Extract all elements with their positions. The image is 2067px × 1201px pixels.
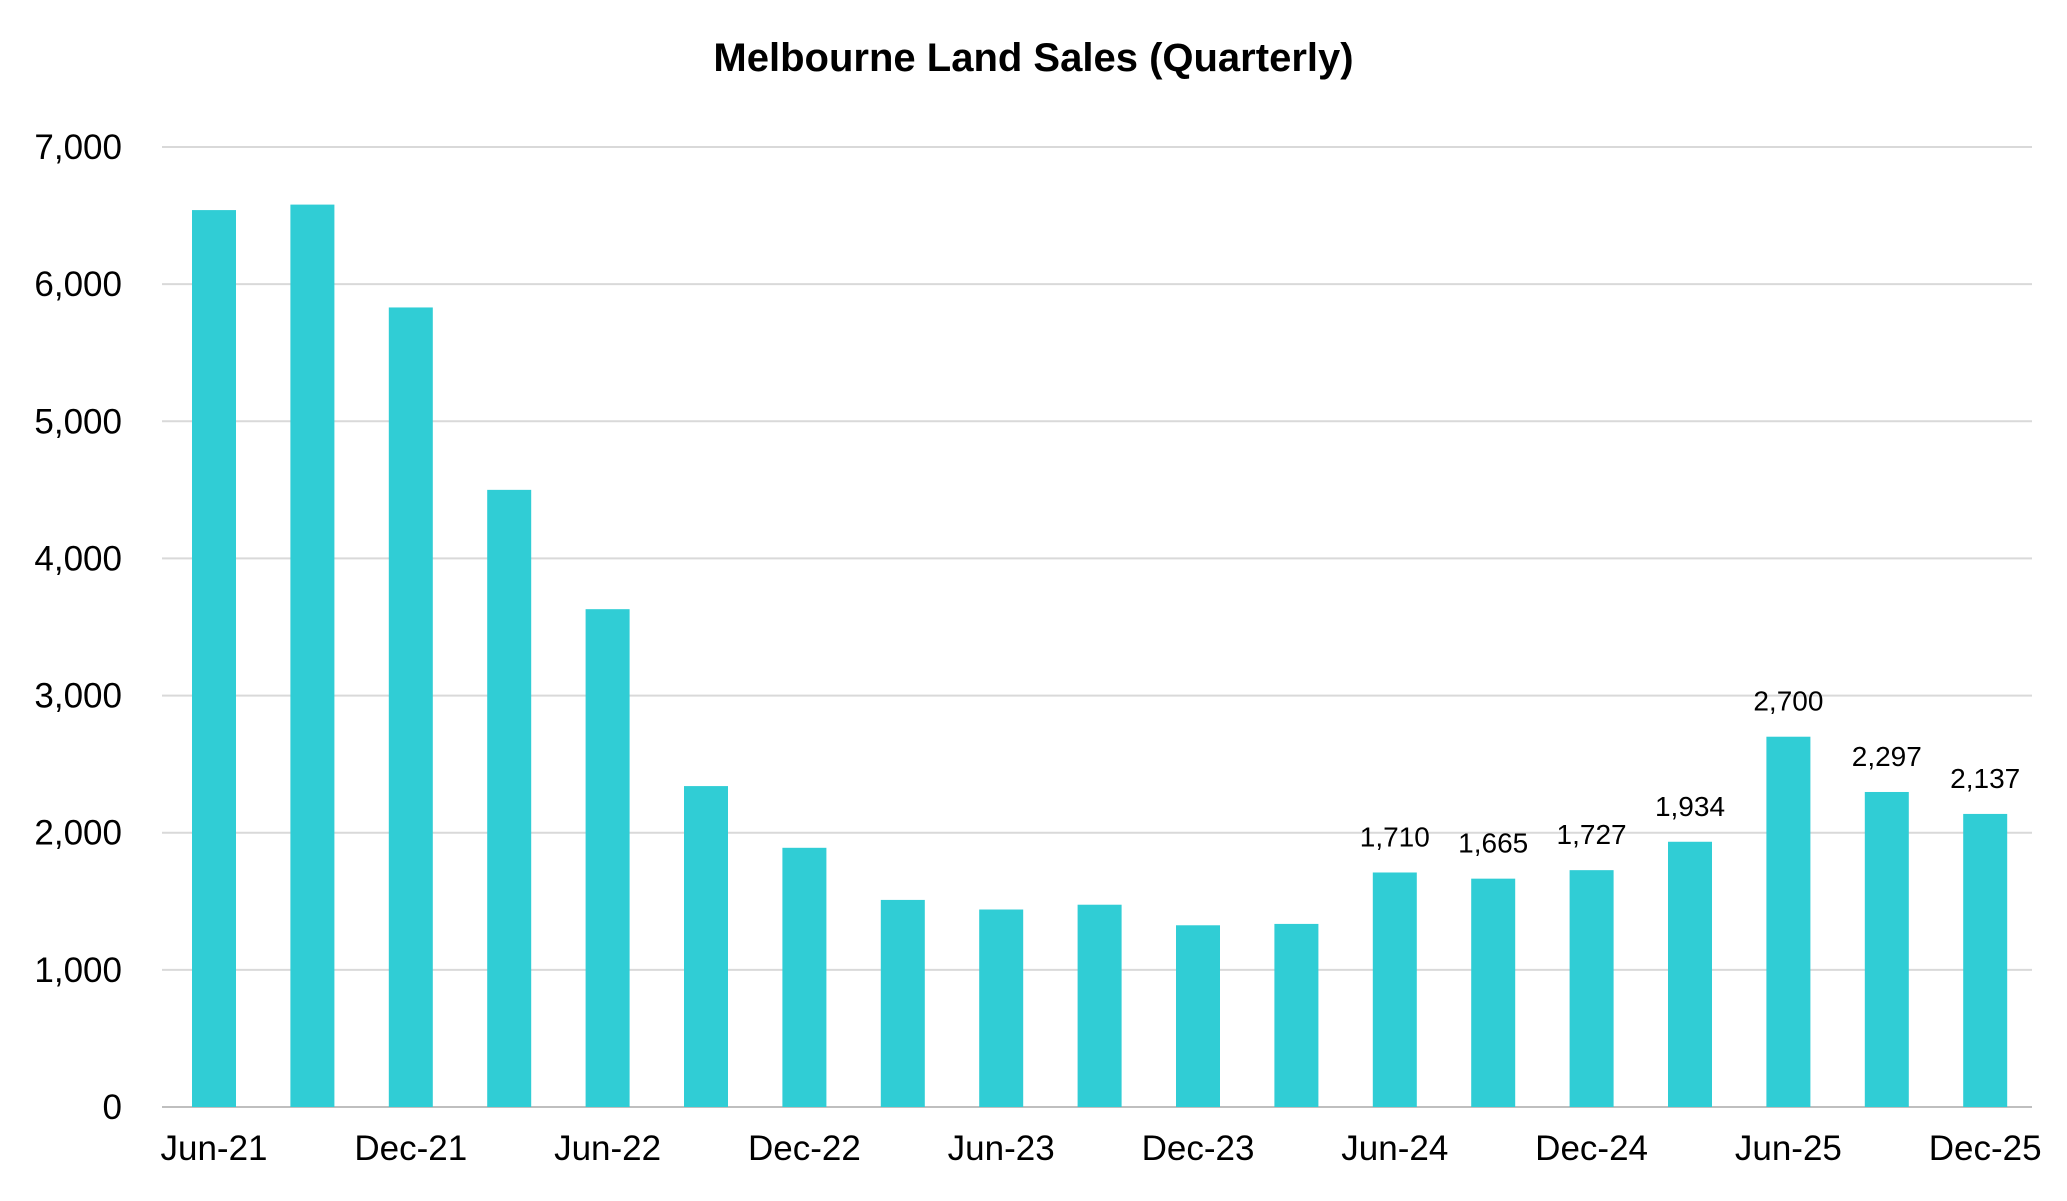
bar-dec-23 [1176, 925, 1220, 1107]
x-tick-label: Jun-24 [1341, 1129, 1448, 1168]
data-label: 1,665 [1458, 828, 1528, 859]
bars [192, 204, 2008, 1108]
bar-mar-25 [1668, 841, 1712, 1107]
y-tick-label: 1,000 [34, 951, 122, 990]
x-tick-label: Dec-24 [1535, 1129, 1648, 1168]
bar-dec-24 [1569, 870, 1614, 1107]
y-tick-label: 3,000 [34, 677, 122, 716]
y-tick-label: 0 [103, 1088, 122, 1127]
bar-dec-21 [388, 307, 433, 1107]
chart-title: Melbourne Land Sales (Quarterly) [713, 36, 1354, 80]
data-label: 1,934 [1655, 791, 1725, 822]
bar-jun-24 [1372, 872, 1417, 1107]
y-tick-label: 2,000 [34, 814, 122, 853]
x-tick-label: Jun-21 [160, 1129, 267, 1168]
x-tick-label: Jun-25 [1735, 1129, 1842, 1168]
bar-sep-21 [290, 204, 335, 1108]
bar-sep-25 [1864, 791, 1909, 1107]
data-label: 1,710 [1360, 821, 1430, 852]
y-tick-label: 6,000 [34, 265, 122, 304]
bar-dec-22 [782, 847, 827, 1107]
data-label: 2,700 [1753, 686, 1823, 717]
bar-jun-22 [585, 609, 630, 1107]
bar-jun-23 [979, 909, 1024, 1107]
x-tick-label: Jun-22 [554, 1129, 661, 1168]
y-tick-label: 4,000 [34, 539, 122, 578]
bar-jun-21 [192, 210, 236, 1108]
data-labels: 1,710 1,665 1,727 1,934 2,700 2,297 2,137 [1360, 686, 2020, 859]
x-tick-label: Dec-22 [748, 1129, 861, 1168]
x-tick-label: Dec-23 [1142, 1129, 1255, 1168]
y-axis-ticks: 0 1,000 2,000 3,000 4,000 5,000 6,000 7,000 [34, 128, 122, 1127]
data-label: 2,137 [1950, 763, 2020, 794]
y-tick-label: 7,000 [34, 128, 122, 167]
bar-sep-22 [684, 786, 728, 1107]
bar-mar-24 [1274, 923, 1319, 1107]
bar-jun-25 [1766, 736, 1811, 1107]
data-label: 1,727 [1557, 819, 1627, 850]
data-label: 2,297 [1852, 741, 1922, 772]
x-axis-ticks: Jun-21 Dec-21 Jun-22 Dec-22 Jun-23 Dec-23 Jun-… [160, 1129, 2041, 1168]
bar-sep-24 [1471, 878, 1516, 1107]
bar-mar-22 [487, 489, 532, 1107]
x-tick-label: Dec-25 [1929, 1129, 2042, 1168]
bar-sep-23 [1077, 904, 1122, 1107]
bar-dec-25 [1963, 813, 2008, 1107]
x-tick-label: Jun-23 [948, 1129, 1055, 1168]
y-tick-label: 5,000 [34, 402, 122, 441]
x-tick-label: Dec-21 [354, 1129, 467, 1168]
bar-mar-23 [880, 899, 925, 1107]
